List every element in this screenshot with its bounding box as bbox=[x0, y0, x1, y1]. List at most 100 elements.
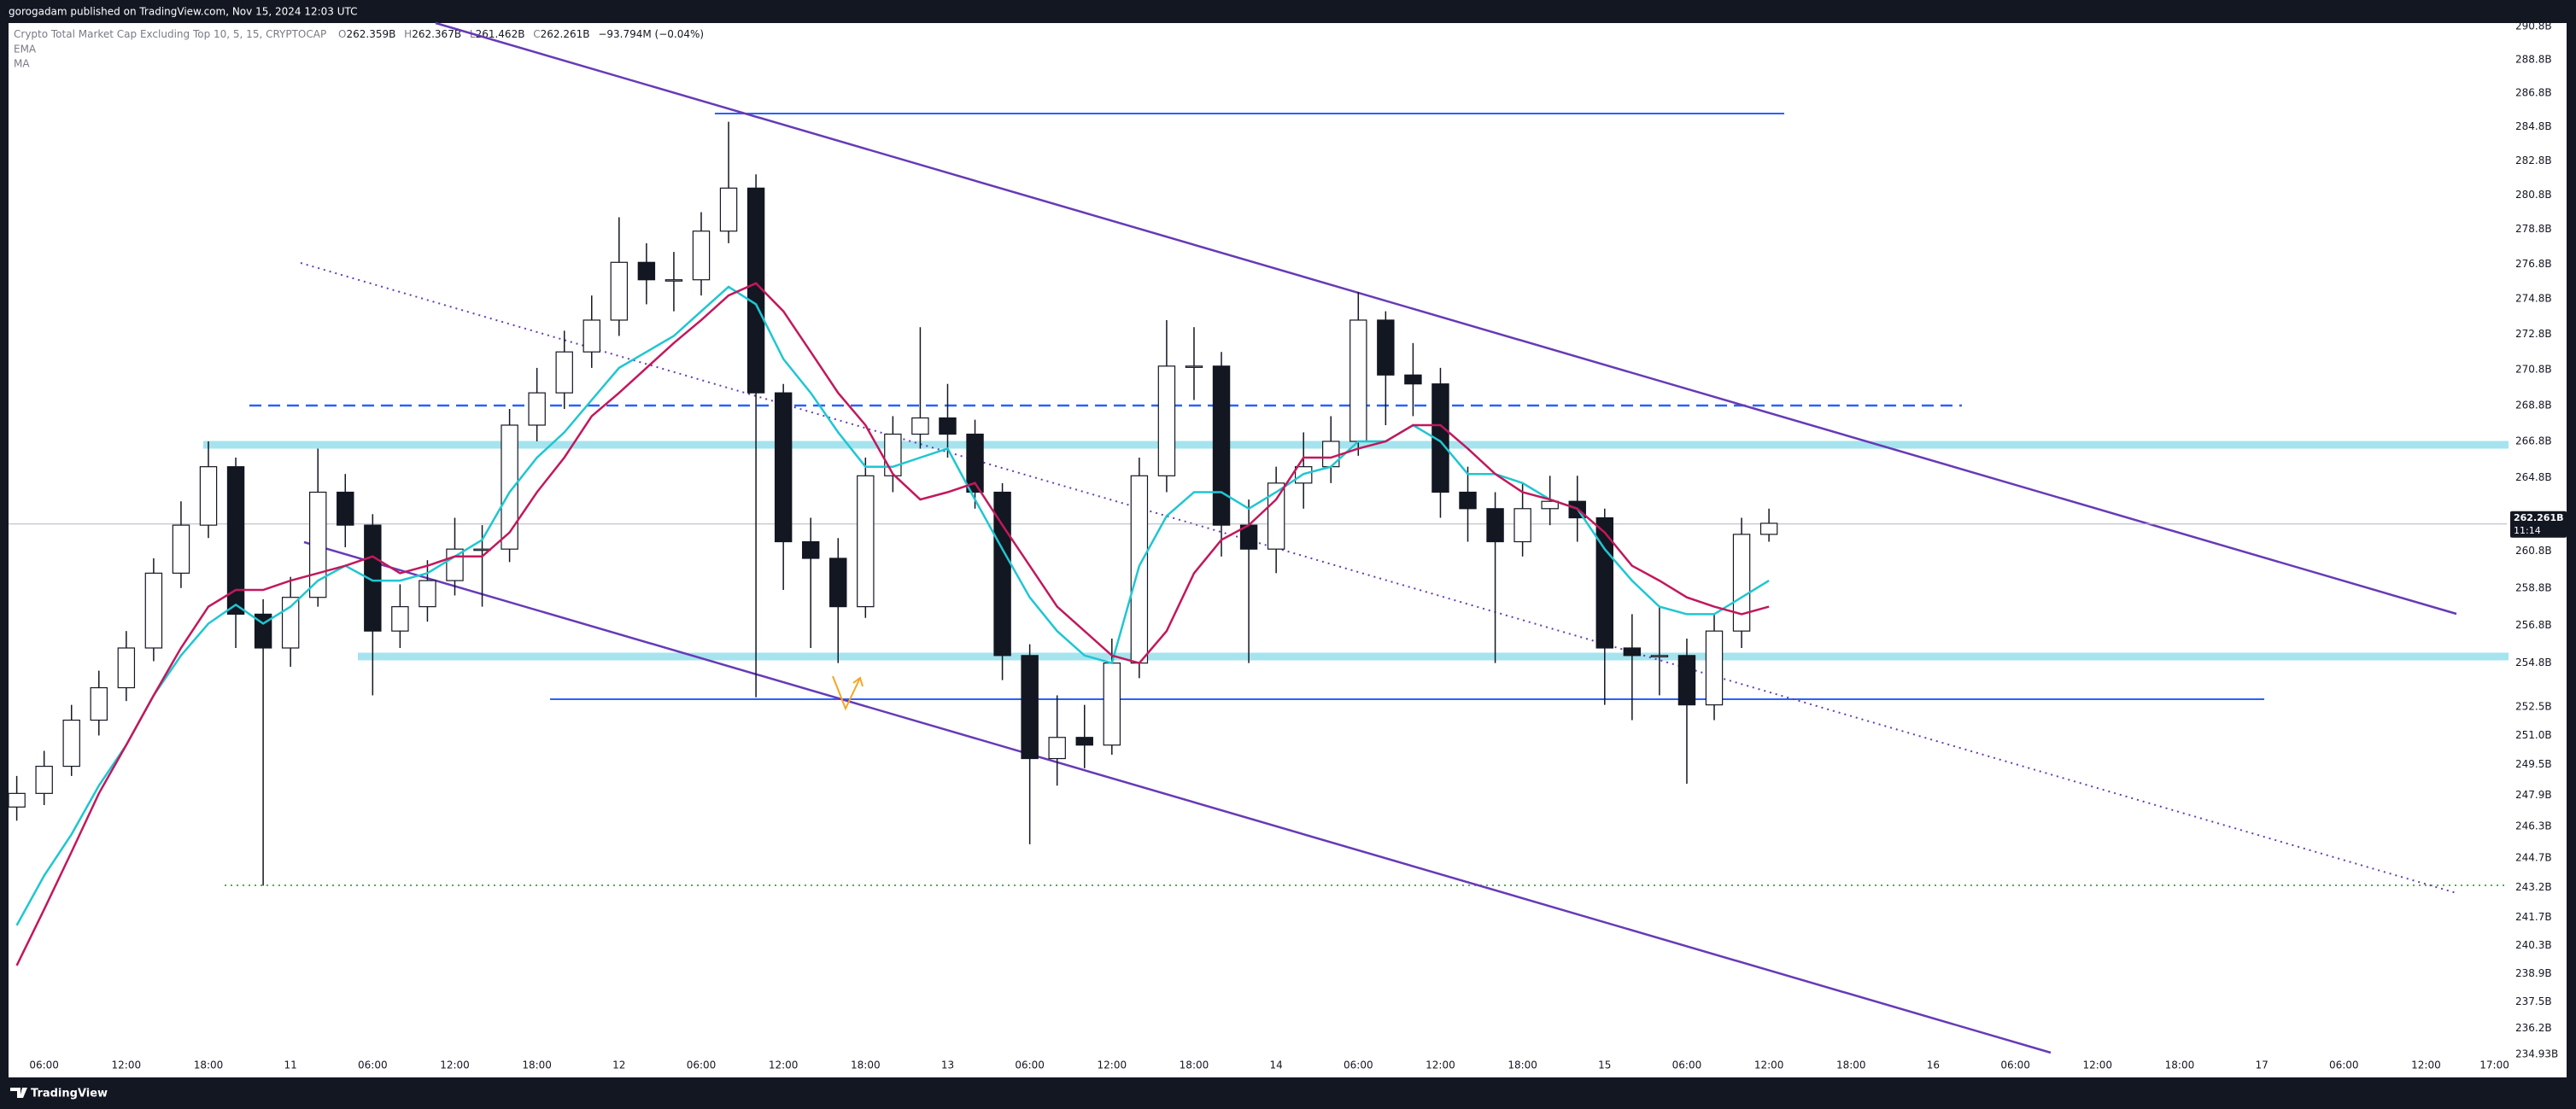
candle-body bbox=[364, 524, 382, 632]
published-note: gorogadam published on TradingView.com, … bbox=[9, 6, 358, 18]
x-tick-label: 12:00 bbox=[2411, 1059, 2441, 1071]
y-tick-label: 274.8B bbox=[2515, 293, 2552, 305]
indicator-legend: MA bbox=[14, 58, 30, 70]
x-tick-label: 12:00 bbox=[2082, 1059, 2112, 1071]
footer-bar bbox=[0, 1077, 2576, 1109]
x-tick-label: 14 bbox=[1269, 1059, 1282, 1071]
y-tick-label: 266.8B bbox=[2515, 435, 2552, 447]
y-tick-label: 246.3B bbox=[2515, 820, 2552, 832]
candle-body bbox=[911, 417, 929, 435]
candle-body bbox=[1677, 655, 1696, 706]
x-tick-label: 18:00 bbox=[1836, 1059, 1866, 1071]
candle-body bbox=[281, 597, 300, 649]
candle-body bbox=[939, 417, 957, 435]
candle-body bbox=[337, 491, 354, 526]
candle-body bbox=[1322, 441, 1340, 468]
candle-body bbox=[172, 524, 190, 574]
candle-body bbox=[1650, 655, 1669, 657]
x-tick-label: 06:00 bbox=[358, 1059, 388, 1071]
ohlc-value: 261.462B bbox=[476, 28, 525, 40]
candle-body bbox=[555, 351, 573, 394]
candle-body bbox=[1732, 534, 1751, 632]
x-tick-label: 12:00 bbox=[1754, 1059, 1784, 1071]
y-tick-label: 244.7B bbox=[2515, 851, 2552, 863]
y-tick-label: 252.5B bbox=[2515, 700, 2552, 712]
x-tick-label: 06:00 bbox=[1015, 1059, 1045, 1071]
x-tick-label: 12 bbox=[612, 1059, 625, 1071]
y-tick-label: 234.93B bbox=[2515, 1048, 2558, 1059]
x-tick-label: 18:00 bbox=[1180, 1059, 1209, 1071]
x-tick-label: 06:00 bbox=[687, 1059, 717, 1071]
candle-body bbox=[1459, 491, 1477, 510]
candle-body bbox=[254, 613, 272, 649]
candle-body bbox=[1021, 655, 1039, 760]
candle-body bbox=[419, 580, 436, 608]
y-tick-label: 276.8B bbox=[2515, 258, 2552, 270]
x-tick-label: 12:00 bbox=[1426, 1059, 1455, 1071]
y-tick-label: 272.8B bbox=[2515, 328, 2552, 340]
arrow-mark bbox=[832, 675, 861, 711]
y-tick-label: 254.8B bbox=[2515, 657, 2552, 668]
y-tick-label: 238.9B bbox=[2515, 967, 2552, 979]
ohlc-value: 262.359B bbox=[346, 28, 395, 40]
x-tick-label: 11 bbox=[284, 1059, 297, 1071]
x-tick-label: 12:00 bbox=[769, 1059, 799, 1071]
candle-body bbox=[35, 765, 53, 794]
x-tick-label: 15 bbox=[1598, 1059, 1611, 1071]
y-tick-label: 282.8B bbox=[2515, 155, 2552, 166]
x-tick-label: 18:00 bbox=[194, 1059, 224, 1071]
candle-body bbox=[62, 719, 80, 768]
candle-body bbox=[1157, 365, 1176, 476]
footer-logo: TradingView bbox=[10, 1088, 108, 1100]
x-tick-label: 18:00 bbox=[2165, 1059, 2195, 1071]
price-tag-label: 262.261B bbox=[2514, 512, 2564, 523]
candle-body bbox=[664, 279, 683, 282]
candle-body bbox=[719, 187, 738, 232]
indicator-line bbox=[15, 282, 1770, 966]
y-tick-label: 258.8B bbox=[2515, 581, 2552, 593]
symbol: Crypto Total Market Cap Excluding Top 10… bbox=[14, 28, 326, 40]
candle-body bbox=[1513, 508, 1531, 543]
change: −93.794M (−0.04%) bbox=[598, 28, 704, 40]
candle-body bbox=[90, 686, 108, 721]
ohlc-value: 262.261B bbox=[541, 28, 590, 40]
plot bbox=[8, 121, 2507, 966]
candle-body bbox=[1623, 647, 1642, 657]
indicator-legend: EMA bbox=[14, 44, 37, 55]
candle-body bbox=[1267, 482, 1285, 550]
candle-body bbox=[391, 606, 409, 632]
x-tick-label: 18:00 bbox=[851, 1059, 881, 1071]
x-tick-label: 18:00 bbox=[1508, 1059, 1537, 1071]
candle-body bbox=[1377, 319, 1395, 376]
price-tag: 262.261B 11:14 bbox=[2510, 511, 2567, 538]
channel-line bbox=[303, 540, 2052, 1054]
candle-body bbox=[199, 466, 218, 526]
y-tick-label: 243.2B bbox=[2515, 881, 2552, 893]
candle-body bbox=[501, 424, 518, 550]
x-tick-label: 16 bbox=[1927, 1059, 1940, 1071]
y-tick-label: 284.8B bbox=[2515, 120, 2552, 132]
x-tick-label: 12:00 bbox=[440, 1059, 470, 1071]
x-tick-label: 12:00 bbox=[112, 1059, 142, 1071]
candle-body bbox=[1431, 383, 1449, 493]
ohlc-value: 262.367B bbox=[412, 28, 461, 40]
x-tick-label: 06:00 bbox=[2000, 1059, 2030, 1071]
y-tick-label: 251.0B bbox=[2515, 729, 2552, 741]
candle-body bbox=[144, 572, 163, 649]
candle-body bbox=[801, 540, 820, 559]
candle-body bbox=[1048, 737, 1066, 760]
channel-line bbox=[435, 21, 2457, 616]
y-tick-label: 260.8B bbox=[2515, 545, 2552, 557]
logo-icon bbox=[10, 1088, 27, 1098]
x-tick-label: 18:00 bbox=[522, 1059, 552, 1071]
y-tick-label: 286.8B bbox=[2515, 87, 2552, 99]
candle-body bbox=[117, 647, 136, 689]
ohlc-label: O bbox=[338, 28, 346, 40]
candle-body bbox=[1541, 500, 1559, 510]
y-tick-label: 241.7B bbox=[2515, 911, 2552, 923]
axes: 290.8B 288.8B 286.8B 284.8B 282.8B 280.8B 278.… bbox=[29, 20, 2567, 1071]
x-tick-label: 17:00 bbox=[2479, 1059, 2509, 1071]
y-tick-label: 288.8B bbox=[2515, 53, 2552, 65]
candle-body bbox=[1212, 365, 1231, 526]
